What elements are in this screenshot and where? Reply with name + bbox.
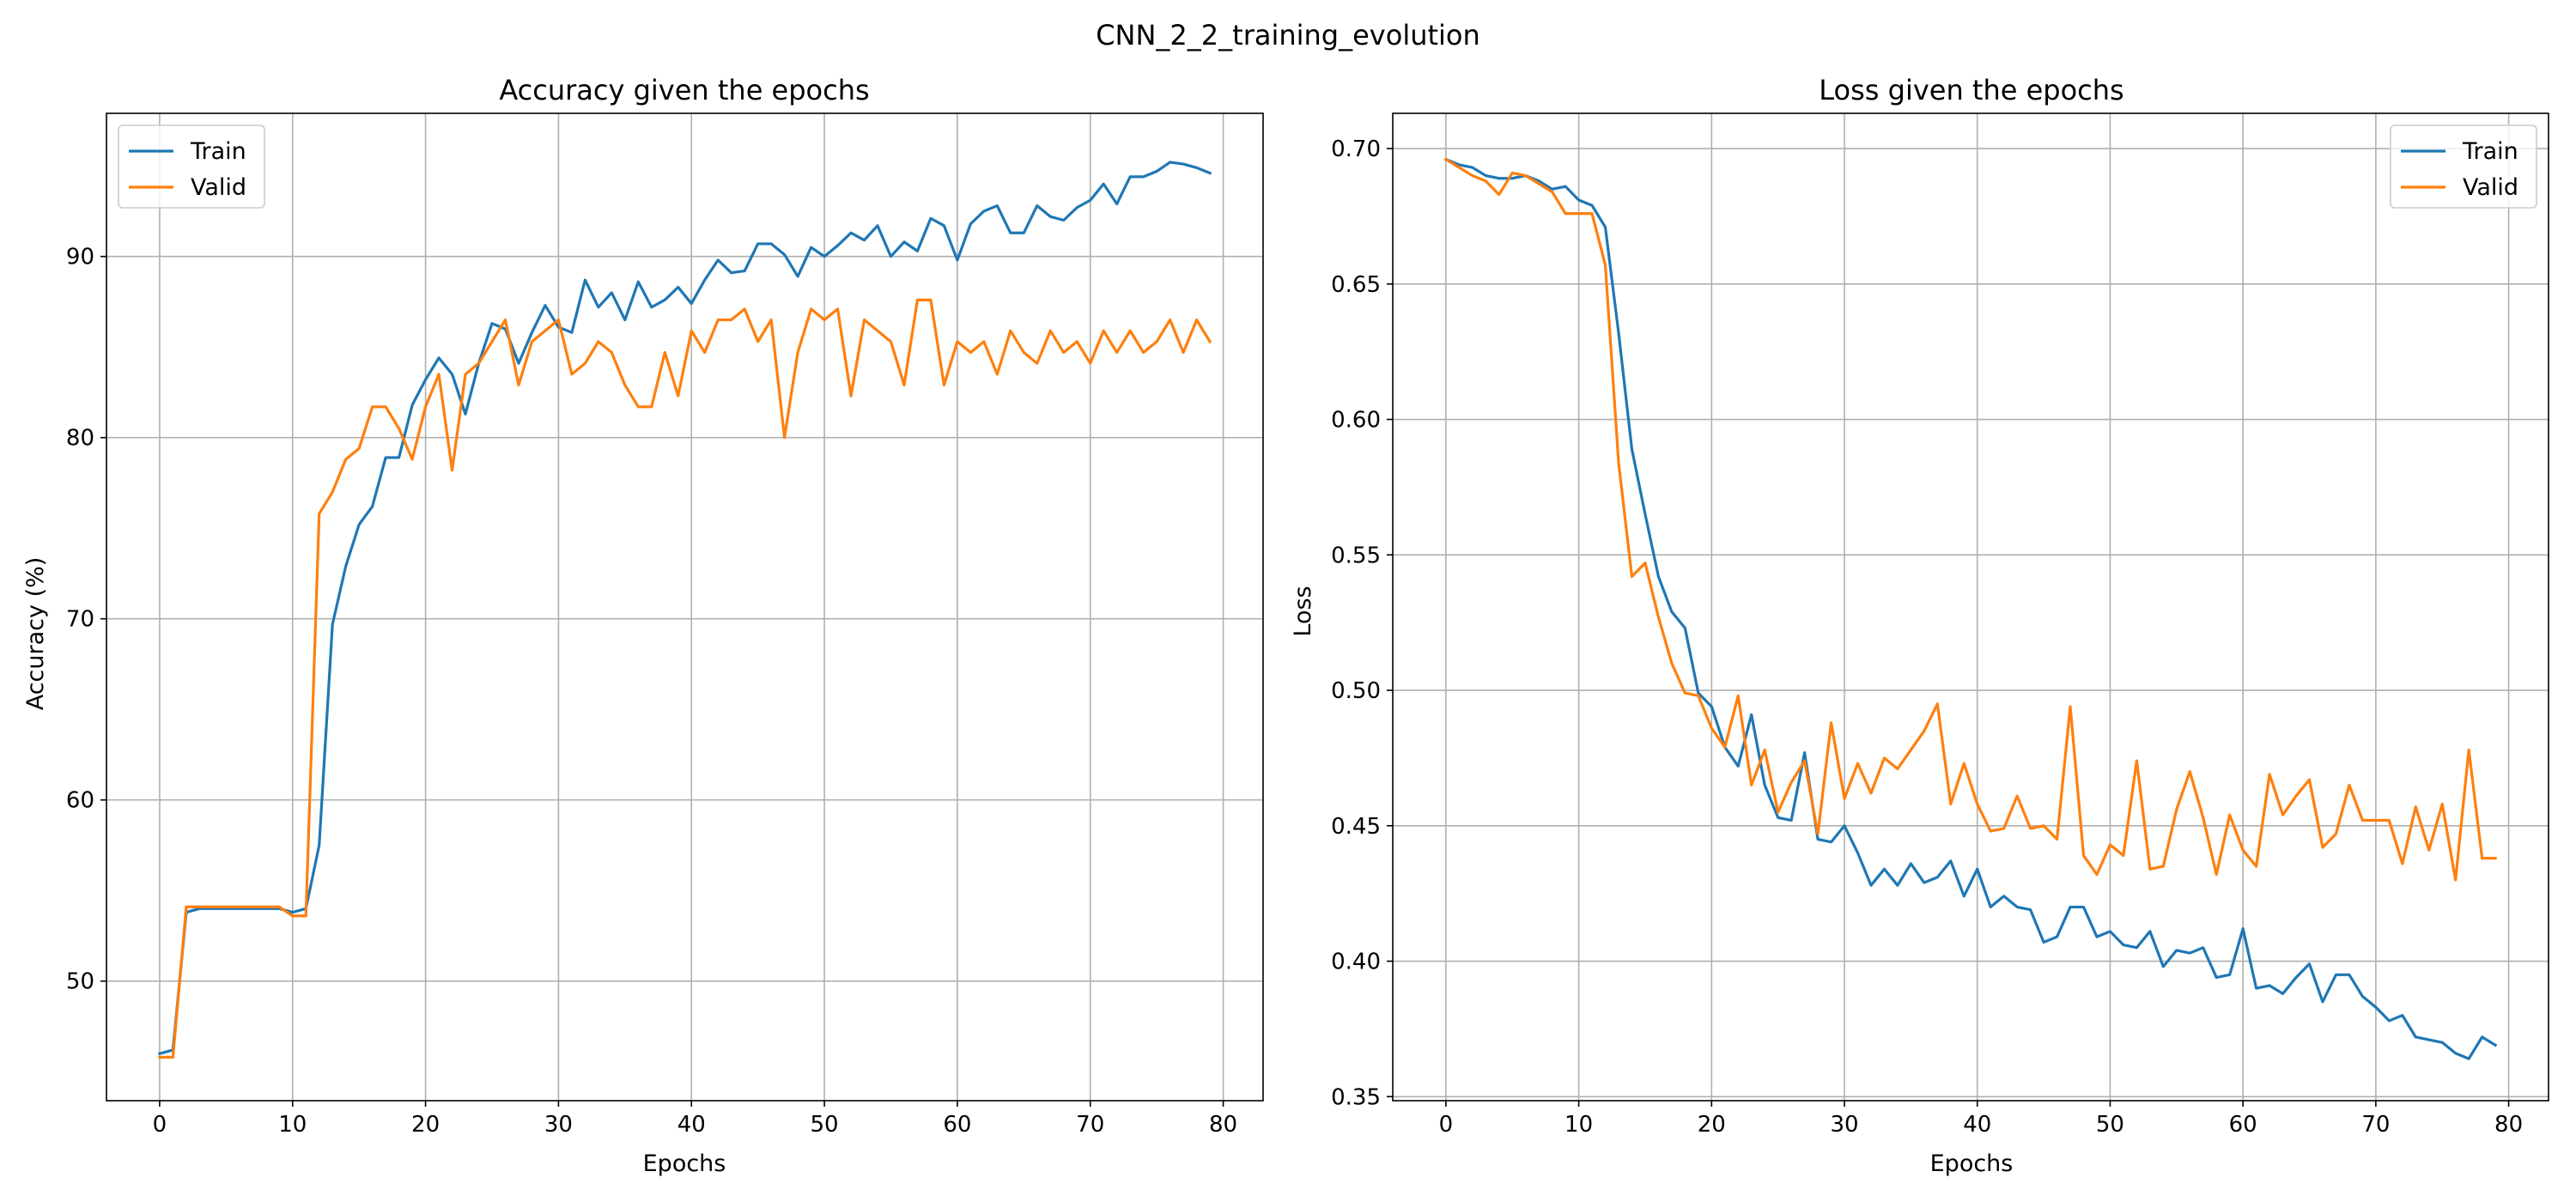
loss-x-tick-label: 30: [1830, 1112, 1858, 1138]
accuracy-y-tick-label: 80: [66, 426, 94, 452]
loss-legend-label-valid: Valid: [2463, 174, 2518, 201]
loss-x-tick-label: 0: [1439, 1112, 1454, 1138]
loss-x-tick-label: 40: [1963, 1112, 1991, 1138]
loss-x-tick-label: 50: [2096, 1112, 2124, 1138]
accuracy-y-tick-label: 60: [66, 788, 94, 814]
loss-x-tick-label: 70: [2361, 1112, 2390, 1138]
loss-x-tick-label: 20: [1698, 1112, 1726, 1138]
accuracy-chart: Accuracy given the epochs Epochs Accurac…: [22, 74, 1264, 1177]
loss-y-tick-label: 0.55: [1331, 543, 1381, 568]
loss-y-tick-label: 0.40: [1331, 950, 1381, 975]
accuracy-legend: Train Valid: [118, 124, 265, 209]
loss-legend-label-train: Train: [2462, 138, 2518, 165]
accuracy-y-tick-label: 70: [66, 607, 94, 633]
loss-y-tick-label: 0.50: [1331, 678, 1381, 704]
accuracy-legend-label-train: Train: [190, 138, 246, 165]
accuracy-x-tick-label: 70: [1076, 1112, 1104, 1138]
loss-series-train-line: [1443, 157, 2498, 1060]
loss-y-axis-label: Loss: [1290, 586, 1316, 636]
accuracy-x-tick-label: 10: [278, 1112, 307, 1138]
accuracy-x-tick-label: 30: [544, 1112, 573, 1138]
accuracy-y-tick-label: 90: [66, 245, 94, 270]
accuracy-chart-title: Accuracy given the epochs: [499, 74, 869, 106]
loss-y-tick-label: 0.65: [1331, 272, 1381, 298]
loss-x-tick-label: 10: [1564, 1112, 1593, 1138]
loss-y-tick-label: 0.60: [1331, 408, 1381, 434]
loss-x-tick-label: 80: [2494, 1112, 2523, 1138]
accuracy-x-tick-label: 20: [411, 1112, 440, 1138]
accuracy-y-tick-label: 50: [66, 969, 94, 995]
accuracy-y-axis-label: Accuracy (%): [22, 557, 49, 711]
loss-y-tick-label: 0.45: [1331, 814, 1381, 840]
accuracy-series-valid-line: [158, 298, 1212, 1059]
figure-title: CNN_2_2_training_evolution: [1096, 19, 1480, 52]
loss-y-tick-label: 0.35: [1331, 1084, 1381, 1110]
loss-series-valid-line: [1443, 157, 2497, 882]
accuracy-x-tick-label: 50: [811, 1112, 839, 1138]
accuracy-x-tick-label: 80: [1209, 1112, 1237, 1138]
accuracy-axes-frame: [106, 112, 1264, 1102]
loss-legend: Train Valid: [2390, 124, 2537, 209]
accuracy-x-tick-label: 40: [677, 1112, 706, 1138]
accuracy-legend-label-valid: Valid: [191, 174, 246, 201]
loss-axes-frame: [1392, 112, 2549, 1102]
loss-x-tick-label: 60: [2229, 1112, 2257, 1138]
loss-y-tick-label: 0.70: [1331, 137, 1381, 162]
loss-chart: Loss given the epochs Epochs Loss 0 10 20 3…: [1290, 74, 2549, 1177]
accuracy-x-axis-label: Epochs: [643, 1150, 726, 1177]
loss-chart-title: Loss given the epochs: [1819, 74, 2123, 106]
accuracy-x-tick-label: 0: [153, 1112, 167, 1138]
accuracy-x-tick-label: 60: [943, 1112, 971, 1138]
loss-x-axis-label: Epochs: [1930, 1150, 2014, 1177]
accuracy-series-train-line: [157, 161, 1212, 1056]
